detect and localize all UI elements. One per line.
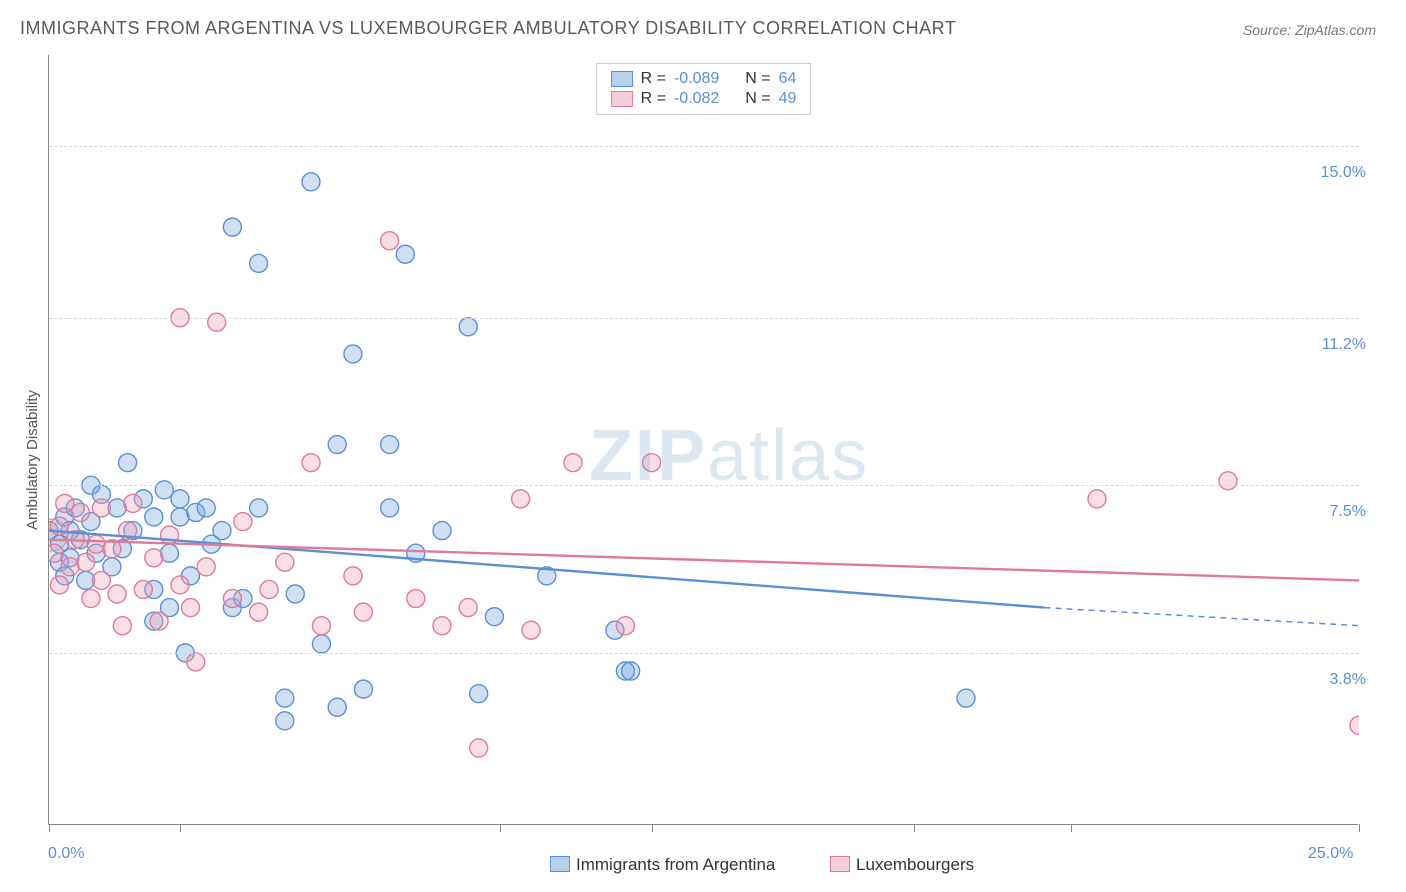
- x-axis-min: 0.0%: [48, 845, 84, 863]
- source-label: Source: ZipAtlas.com: [1243, 22, 1376, 38]
- x-tick: [652, 824, 653, 832]
- x-axis-max: 25.0%: [1308, 845, 1353, 863]
- legend-label-argentina: Immigrants from Argentina: [576, 855, 775, 874]
- chart-title: IMMIGRANTS FROM ARGENTINA VS LUXEMBOURGE…: [20, 18, 956, 39]
- legend-row: R =-0.082N =49: [611, 90, 797, 108]
- y-tick-label: 15.0%: [1306, 164, 1366, 182]
- gridline: [49, 485, 1359, 486]
- x-tick: [914, 824, 915, 832]
- legend-swatch-argentina: [550, 856, 570, 872]
- correlation-legend: R =-0.089N =64 R =-0.082N =49: [596, 63, 812, 115]
- x-tick: [1359, 824, 1360, 832]
- y-tick-label: 7.5%: [1306, 503, 1366, 521]
- gridline: [49, 653, 1359, 654]
- legend-series-2: Luxembourgers: [830, 855, 974, 875]
- legend-row: R =-0.089N =64: [611, 70, 797, 88]
- legend-swatch-luxembourgers: [830, 856, 850, 872]
- y-tick-label: 3.8%: [1306, 671, 1366, 689]
- y-axis-label: Ambulatory Disability: [24, 390, 41, 530]
- scatter-plot: [49, 55, 1359, 825]
- legend-label-luxembourgers: Luxembourgers: [856, 855, 974, 874]
- x-tick: [500, 824, 501, 832]
- gridline: [49, 146, 1359, 147]
- x-tick: [49, 824, 50, 832]
- x-tick: [1071, 824, 1072, 832]
- x-tick: [180, 824, 181, 832]
- y-tick-label: 11.2%: [1306, 336, 1366, 354]
- legend-series-1: Immigrants from Argentina: [550, 855, 775, 875]
- gridline: [49, 318, 1359, 319]
- chart-area: ZIPatlas R =-0.089N =64R =-0.082N =49: [48, 55, 1358, 825]
